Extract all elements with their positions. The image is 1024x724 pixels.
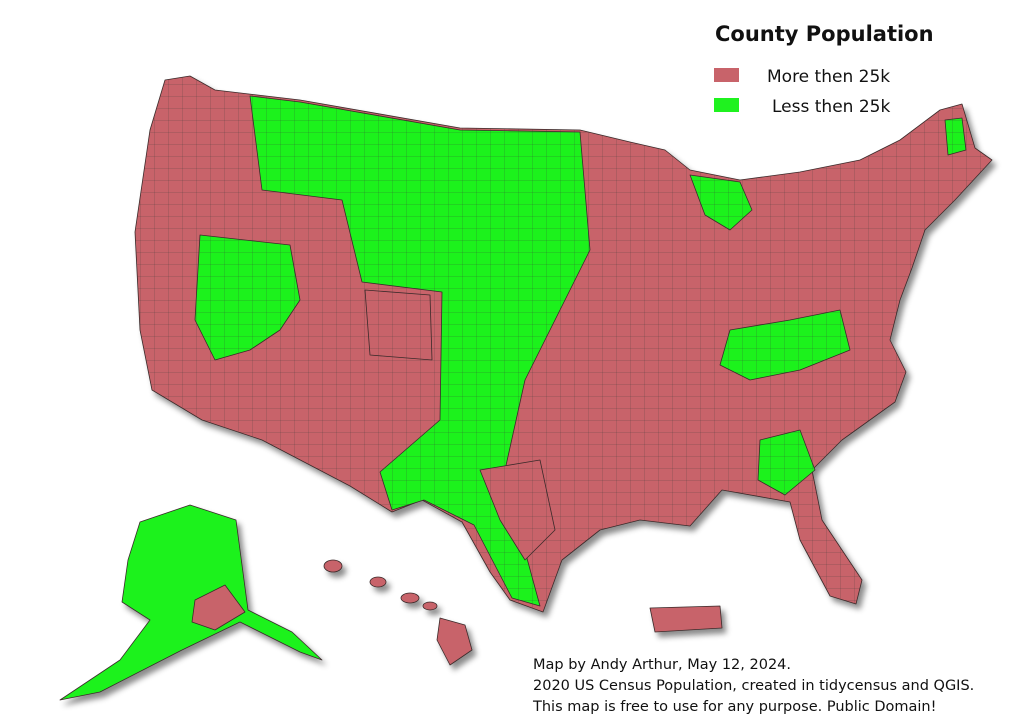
hawaii-island (422, 601, 438, 611)
map (59, 75, 993, 701)
credit-line: This map is free to use for any purpose.… (532, 699, 936, 715)
alaska (59, 504, 323, 701)
credit-line: Map by Andy Arthur, May 12, 2024. (533, 657, 791, 673)
legend-swatch (714, 68, 739, 82)
hawaii-island (323, 559, 343, 573)
credit-line: 2020 US Census Population, created in ti… (533, 678, 974, 694)
legend-swatch (714, 98, 739, 112)
puerto-rico (649, 605, 723, 633)
legend-label: Less then 25k (772, 97, 890, 117)
legend-label: More then 25k (767, 67, 890, 87)
hawaii-island (369, 576, 387, 588)
hawaii-big-island (436, 617, 473, 666)
alaska-south (191, 584, 246, 631)
hawaii-island (400, 592, 420, 604)
legend-title: County Population (715, 22, 934, 46)
county-lines (135, 76, 992, 612)
